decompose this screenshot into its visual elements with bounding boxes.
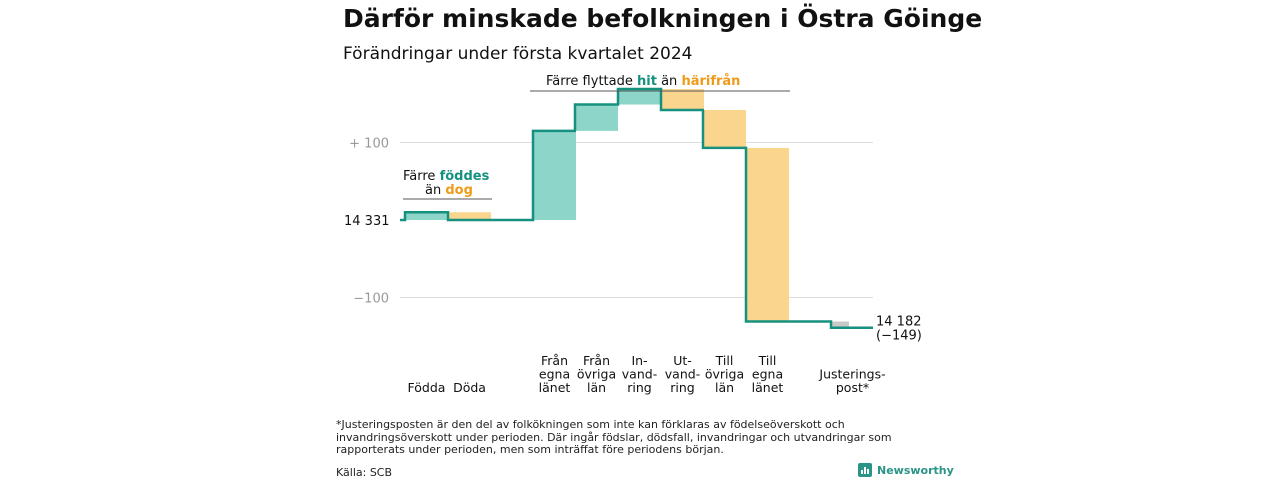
- bars: [405, 89, 849, 328]
- bar-fran-ovriga-lan: [575, 104, 618, 131]
- start-value-label: 14 331: [344, 214, 390, 229]
- step-line: [400, 87, 873, 329]
- labels: + 100 −100 14 331 14 182(−149) Födda Döda Från…: [344, 137, 922, 396]
- brand-logo: Newsworthy: [858, 463, 954, 477]
- category-label-doda: Döda: [453, 380, 486, 395]
- bar-justeringspost: [831, 321, 849, 328]
- bar-invandring: [618, 89, 661, 105]
- y-tick-label: + 100: [349, 137, 389, 152]
- category-label-utvandring: Ut-vand-ring: [665, 353, 700, 395]
- bar-fodda: [405, 212, 448, 220]
- end-change-label: (−149): [876, 329, 922, 344]
- bar-till-egna-lanet: [746, 147, 789, 322]
- grid: [400, 142, 873, 298]
- category-label-till-ovriga-lan: Till övriga län: [705, 353, 744, 395]
- waterfall-chart: + 100 −100 14 331 14 182(−149) Födda Döda Från…: [344, 74, 922, 396]
- births-annotation-line1: Färre föddes: [403, 169, 490, 184]
- end-value-label: 14 182: [876, 315, 922, 330]
- category-label-till-egna-lanet: Till egna länet: [752, 353, 784, 395]
- bar-till-ovriga-lan: [703, 109, 746, 148]
- bar-fran-egna-lanet: [533, 130, 576, 220]
- category-label-justeringspost: Justerings-post*: [818, 367, 885, 396]
- y-tick-label: −100: [353, 292, 389, 307]
- brand-name: Newsworthy: [877, 463, 954, 477]
- migration-annotation: Färre flyttade hit än härifrån: [530, 74, 790, 92]
- bar-utvandring: [661, 89, 704, 110]
- births-annotation-line2: än dog: [425, 183, 473, 198]
- category-label-fran-ovriga-lan: Från övriga län: [577, 353, 616, 395]
- newsworthy-logo-icon: [858, 463, 872, 477]
- chart-subtitle: Förändringar under första kvartalet 2024: [343, 44, 693, 64]
- category-label-fodda: Födda: [408, 380, 446, 395]
- births-annotation: Färre föddes än dog: [403, 169, 492, 200]
- category-label-invandring: In-vand-ring: [622, 353, 657, 395]
- step-line-group: [400, 87, 873, 329]
- category-label-fran-egna-lanet: Från egna länet: [539, 353, 571, 395]
- chart-title: Därför minskade befolkningen i Östra Göi…: [343, 4, 983, 33]
- footnote: *Justeringsposten är den del av folkökni…: [336, 418, 892, 456]
- migration-annotation-text: Färre flyttade hit än härifrån: [546, 74, 740, 89]
- bar-doda: [448, 212, 491, 220]
- source-note: Källa: SCB: [336, 466, 393, 479]
